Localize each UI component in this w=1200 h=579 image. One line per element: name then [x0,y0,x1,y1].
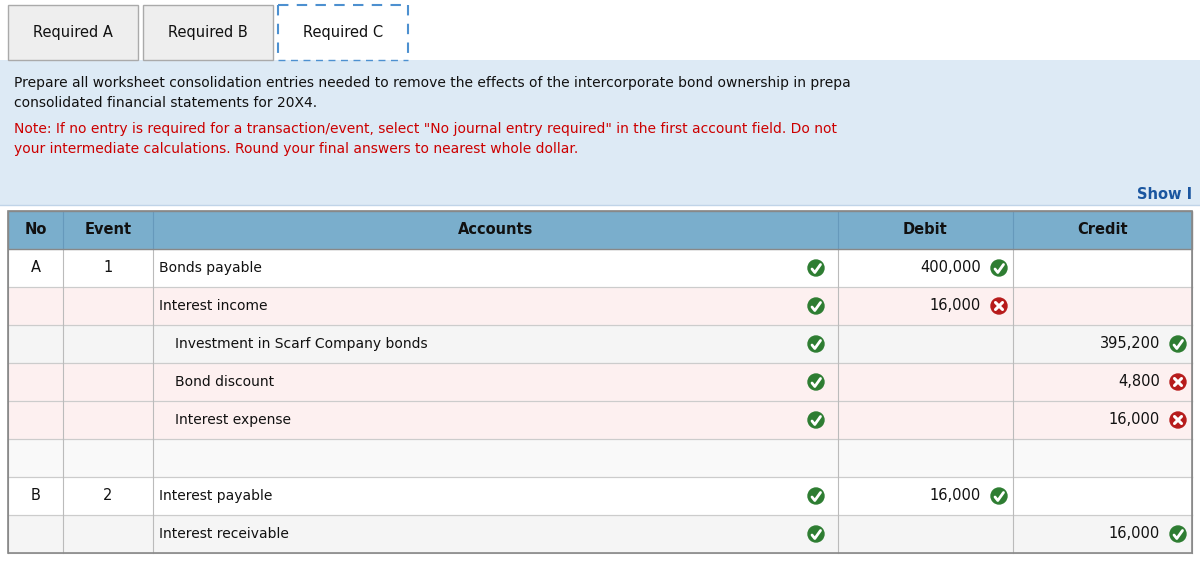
Text: Event: Event [84,222,132,237]
Text: your intermediate calculations. Round your final answers to nearest whole dollar: your intermediate calculations. Round yo… [14,142,578,156]
Circle shape [1170,336,1186,352]
Text: Show I: Show I [1136,187,1192,202]
Circle shape [1170,412,1186,428]
Circle shape [808,260,824,276]
FancyBboxPatch shape [8,325,1192,363]
Text: 16,000: 16,000 [930,299,982,313]
Text: Required A: Required A [34,25,113,40]
FancyBboxPatch shape [8,515,1192,553]
Text: Bonds payable: Bonds payable [158,261,262,275]
Circle shape [808,336,824,352]
FancyBboxPatch shape [8,439,1192,477]
Circle shape [1170,374,1186,390]
Text: Interest payable: Interest payable [158,489,272,503]
Circle shape [1170,526,1186,542]
Circle shape [808,526,824,542]
Circle shape [808,374,824,390]
Text: Prepare all worksheet consolidation entries needed to remove the effects of the : Prepare all worksheet consolidation entr… [14,76,851,90]
Circle shape [991,298,1007,314]
Text: Required C: Required C [302,25,383,40]
Text: Credit: Credit [1078,222,1128,237]
Text: Debit: Debit [904,222,948,237]
Text: 16,000: 16,000 [1109,526,1160,541]
Text: 4,800: 4,800 [1118,375,1160,390]
Text: 2: 2 [103,489,113,504]
Text: A: A [30,261,41,276]
Text: B: B [30,489,41,504]
Text: 16,000: 16,000 [930,489,982,504]
Text: Interest income: Interest income [158,299,268,313]
Text: Interest expense: Interest expense [175,413,292,427]
Text: Bond discount: Bond discount [175,375,274,389]
Text: Investment in Scarf Company bonds: Investment in Scarf Company bonds [175,337,427,351]
FancyBboxPatch shape [8,287,1192,325]
FancyBboxPatch shape [8,401,1192,439]
Text: Note: If no entry is required for a transaction/event, select "No journal entry : Note: If no entry is required for a tran… [14,122,838,136]
Text: Required B: Required B [168,25,248,40]
Text: 1: 1 [103,261,113,276]
Circle shape [808,488,824,504]
FancyBboxPatch shape [278,5,408,60]
Text: 16,000: 16,000 [1109,412,1160,427]
FancyBboxPatch shape [8,249,1192,287]
FancyBboxPatch shape [0,60,1200,205]
Circle shape [991,488,1007,504]
Text: 400,000: 400,000 [920,261,982,276]
FancyBboxPatch shape [8,211,1192,249]
FancyBboxPatch shape [8,5,138,60]
FancyBboxPatch shape [143,5,274,60]
Text: 395,200: 395,200 [1099,336,1160,351]
Text: Interest receivable: Interest receivable [158,527,289,541]
Circle shape [808,298,824,314]
Text: consolidated financial statements for 20X4.: consolidated financial statements for 20… [14,96,317,110]
FancyBboxPatch shape [8,477,1192,515]
Text: Accounts: Accounts [458,222,533,237]
Text: No: No [24,222,47,237]
Circle shape [991,260,1007,276]
Circle shape [808,412,824,428]
FancyBboxPatch shape [8,363,1192,401]
